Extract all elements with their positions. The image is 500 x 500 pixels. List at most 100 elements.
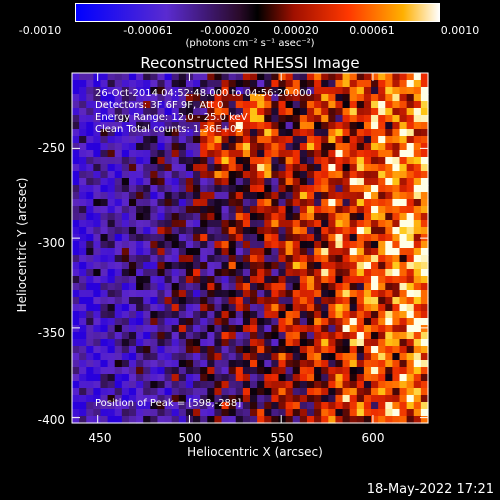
heatmap-cell — [136, 318, 144, 326]
heatmap-cell — [214, 325, 223, 333]
heatmap-cell — [93, 87, 102, 95]
heatmap-cell — [100, 94, 109, 102]
heatmap-cell — [150, 276, 159, 284]
heatmap-cell — [335, 297, 344, 305]
heatmap-cell — [107, 129, 116, 137]
heatmap-cell — [128, 255, 137, 263]
heatmap-cell — [193, 171, 201, 179]
heatmap-cell — [171, 402, 180, 410]
heatmap-cell — [193, 227, 201, 235]
heatmap-cell — [171, 122, 180, 130]
heatmap-cell — [150, 94, 159, 102]
heatmap-cell — [185, 297, 194, 305]
heatmap-cell — [314, 339, 322, 347]
heatmap-cell — [328, 185, 337, 193]
heatmap-cell — [200, 374, 208, 382]
heatmap-cell — [271, 241, 280, 249]
heatmap-cell — [392, 199, 401, 207]
heatmap-cell — [93, 395, 102, 403]
heatmap-cell — [193, 80, 201, 88]
heatmap-cell — [399, 297, 408, 305]
heatmap-cell — [235, 416, 244, 424]
heatmap-cell — [392, 213, 401, 221]
heatmap-cell — [356, 262, 365, 270]
heatmap-cell — [207, 402, 215, 410]
heatmap-cell — [371, 269, 379, 277]
heatmap-cell — [314, 241, 322, 249]
heatmap-cell — [107, 318, 116, 326]
heatmap-cell — [264, 290, 272, 298]
heatmap-cell — [157, 178, 166, 186]
heatmap-cell — [399, 339, 408, 347]
heatmap-cell — [207, 157, 215, 165]
heatmap-cell — [107, 94, 116, 102]
heatmap-cell — [235, 395, 244, 403]
heatmap-cell — [371, 304, 379, 312]
heatmap-cell — [363, 178, 372, 186]
heatmap-cell — [114, 108, 123, 116]
heatmap-cell — [349, 318, 358, 326]
heatmap-cell — [264, 409, 272, 417]
heatmap-cell — [107, 87, 116, 95]
heatmap-cell — [164, 269, 173, 277]
heatmap-cell — [385, 206, 393, 214]
heatmap-cell — [221, 297, 230, 305]
heatmap-cell — [178, 143, 187, 151]
heatmap-cell — [285, 395, 294, 403]
heatmap-cell — [228, 395, 237, 403]
heatmap-cell — [128, 192, 137, 200]
heatmap-cell — [193, 360, 201, 368]
heatmap-cell — [264, 122, 272, 130]
heatmap-cell — [221, 164, 230, 172]
heatmap-cell — [193, 374, 201, 382]
heatmap-cell — [178, 199, 187, 207]
heatmap-cell — [207, 367, 215, 375]
heatmap-cell — [278, 416, 287, 424]
heatmap-cell — [107, 157, 116, 165]
heatmap-cell — [292, 353, 301, 361]
heatmap-cell — [378, 220, 386, 228]
heatmap-cell — [100, 318, 109, 326]
heatmap-cell — [214, 318, 223, 326]
heatmap-cell — [221, 402, 230, 410]
heatmap-cell — [385, 360, 393, 368]
heatmap-cell — [72, 276, 80, 284]
heatmap-cell — [378, 297, 386, 305]
heatmap-cell — [157, 402, 166, 410]
heatmap-cell — [392, 115, 401, 123]
heatmap-cell — [136, 248, 144, 256]
heatmap-cell — [392, 248, 401, 256]
heatmap-cell — [271, 234, 280, 242]
heatmap-cell — [143, 409, 151, 417]
heatmap-cell — [221, 73, 230, 81]
heatmap-cell — [399, 220, 408, 228]
heatmap-cell — [100, 73, 109, 81]
heatmap-cell — [278, 108, 287, 116]
heatmap-cell — [271, 325, 280, 333]
heatmap-cell — [228, 388, 237, 396]
heatmap-cell — [420, 276, 429, 284]
heatmap-cell — [157, 80, 166, 88]
heatmap-cell — [264, 262, 272, 270]
heatmap-cell — [128, 234, 137, 242]
heatmap-cell — [356, 206, 365, 214]
heatmap-cell — [242, 283, 251, 291]
heatmap-cell — [214, 367, 223, 375]
heatmap-cell — [392, 178, 401, 186]
heatmap-cell — [93, 94, 102, 102]
heatmap-cell — [79, 304, 87, 312]
heatmap-cell — [356, 94, 365, 102]
heatmap-cell — [235, 339, 244, 347]
heatmap-cell — [420, 395, 429, 403]
heatmap-cell — [306, 164, 315, 172]
heatmap-cell — [328, 115, 337, 123]
heatmap-cell — [385, 185, 393, 193]
heatmap-cell — [406, 87, 415, 95]
heatmap-cell — [321, 171, 329, 179]
heatmap-cell — [193, 402, 201, 410]
heatmap-cell — [100, 248, 109, 256]
heatmap-cell — [399, 129, 408, 137]
heatmap-cell — [378, 248, 386, 256]
heatmap-cell — [136, 101, 144, 109]
heatmap-cell — [164, 143, 173, 151]
